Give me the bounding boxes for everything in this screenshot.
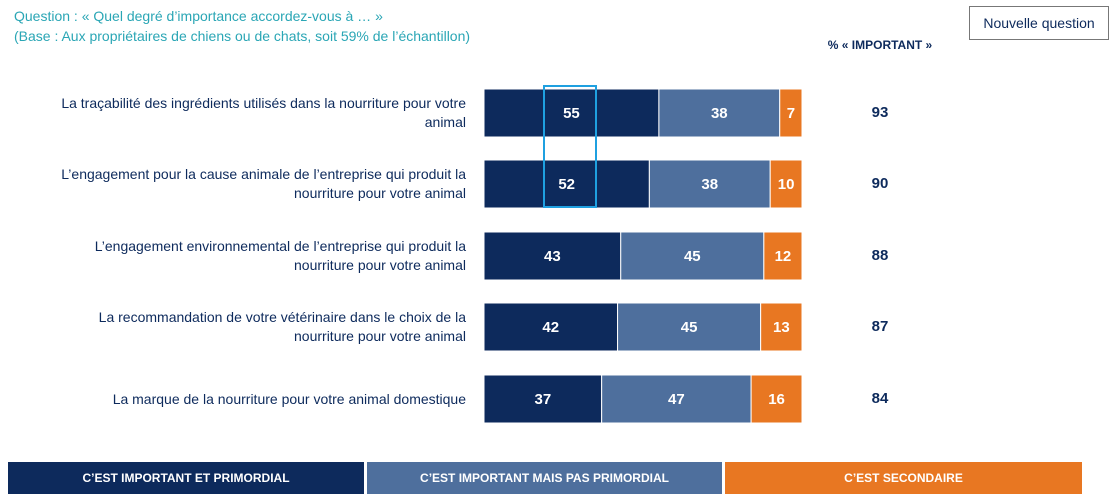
total-label: 90	[872, 175, 889, 192]
legend-label: C’EST IMPORTANT ET PRIMORDIAL	[82, 471, 289, 485]
total-label: 87	[872, 318, 889, 335]
category-label: La recommandation de votre vétérinaire d…	[98, 309, 466, 344]
subtitle: (Base : Aux propriétaires de chiens ou d…	[14, 28, 471, 44]
legend-swatch	[367, 462, 722, 494]
category-label: La marque de la nourriture pour votre an…	[112, 390, 466, 407]
legend-label: C’EST SECONDAIRE	[844, 471, 963, 485]
bar-segment	[483, 302, 619, 352]
category-label: La traçabilité des ingrédients utilisés …	[61, 95, 466, 130]
legend-swatch	[8, 462, 364, 494]
value-label: 45	[684, 248, 701, 265]
total-label: 84	[872, 390, 889, 407]
value-label: 13	[773, 319, 790, 336]
total-label: 93	[872, 104, 889, 121]
value-label: 37	[534, 391, 551, 408]
bar-segment	[483, 231, 622, 281]
value-label: 55	[563, 105, 580, 122]
legend-label: C’EST IMPORTANT MAIS PAS PRIMORDIAL	[420, 471, 669, 485]
total-label: 88	[872, 247, 889, 264]
bar-segment	[483, 88, 660, 138]
bar-segment	[648, 159, 771, 209]
value-label: 43	[544, 248, 561, 265]
value-label: 45	[681, 319, 698, 336]
category-label: L’engagement environnemental de l’entrep…	[94, 238, 466, 273]
category-label: L’engagement pour la cause animale de l’…	[61, 166, 466, 201]
value-label: 7	[787, 105, 795, 122]
bar-segment	[763, 231, 803, 281]
value-label: 38	[701, 176, 718, 193]
new-question-button[interactable]: Nouvelle question	[969, 6, 1109, 40]
value-label: 12	[775, 248, 792, 265]
bar-segment	[750, 374, 803, 424]
bar-segment	[769, 159, 803, 209]
bar-segment	[483, 159, 650, 209]
value-label: 52	[558, 176, 575, 193]
value-label: 16	[768, 391, 785, 408]
value-label: 10	[778, 176, 795, 193]
total-header: % « IMPORTANT »	[828, 38, 933, 52]
value-label: 47	[668, 391, 685, 408]
bar-segment	[760, 302, 803, 352]
bar-segment	[779, 88, 803, 138]
title: Question : « Quel degré d’importance acc…	[14, 8, 383, 24]
highlight-box	[543, 85, 597, 208]
bar-segment	[617, 302, 762, 352]
value-label: 42	[542, 319, 559, 336]
bar-segment	[620, 231, 765, 281]
legend-swatch	[725, 462, 1082, 494]
value-label: 38	[711, 105, 728, 122]
